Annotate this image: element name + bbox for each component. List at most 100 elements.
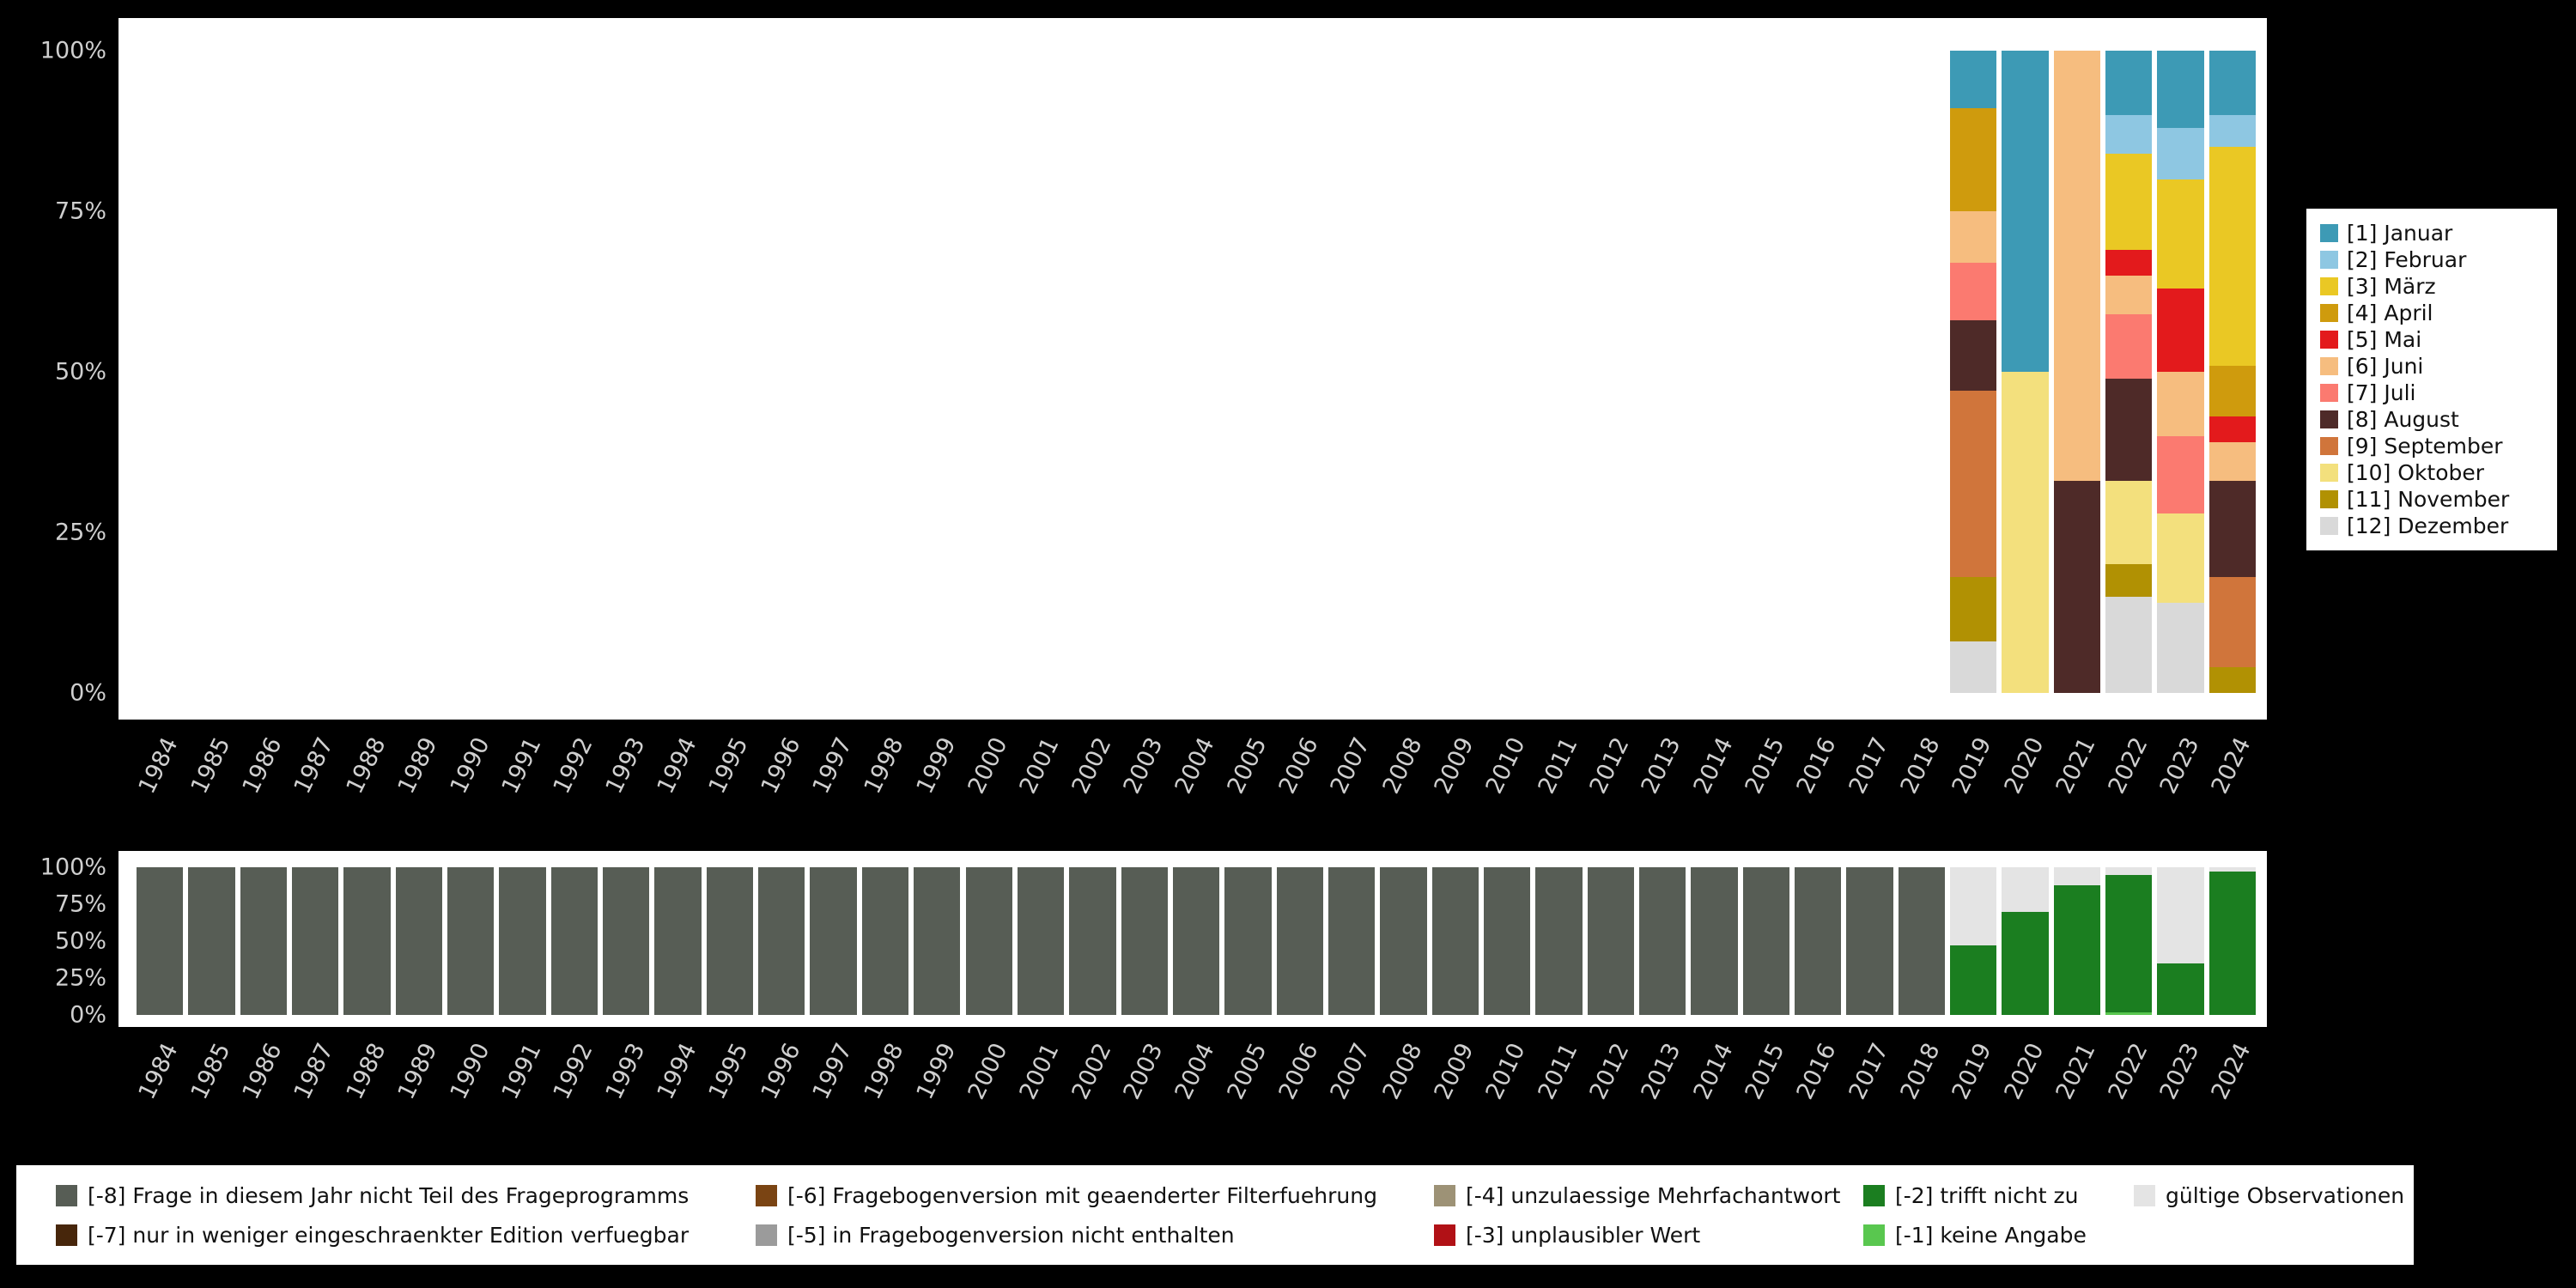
legend-item: [6] Juni bbox=[2320, 354, 2543, 379]
bar-segment bbox=[1950, 391, 1997, 578]
bar-1987 bbox=[289, 51, 341, 693]
x-tick-label: 1984 bbox=[134, 733, 185, 799]
y-tick-label: 0% bbox=[70, 679, 106, 707]
legend-label: [2] Februar bbox=[2347, 247, 2467, 272]
x-tick-1993: 1993 bbox=[600, 726, 652, 838]
stacked-bar bbox=[1691, 51, 1737, 693]
bar-segment bbox=[137, 867, 184, 1015]
bar-1985 bbox=[185, 867, 237, 1015]
x-tick-label: 2000 bbox=[963, 733, 1013, 799]
legend-label: gültige Observationen bbox=[2166, 1182, 2405, 1208]
bar-segment bbox=[2053, 51, 2101, 482]
x-tick-label: 1986 bbox=[237, 1039, 288, 1104]
bar-2023 bbox=[2154, 867, 2206, 1015]
x-tick-label: 2024 bbox=[2206, 1039, 2257, 1104]
stacked-bar bbox=[1432, 51, 1479, 693]
bar-segment bbox=[550, 867, 598, 1015]
bar-2021 bbox=[2051, 51, 2103, 693]
legend-item: [7] Juli bbox=[2320, 380, 2543, 405]
bar-2008 bbox=[1377, 867, 1429, 1015]
bar-1989 bbox=[393, 51, 445, 693]
bar-2015 bbox=[1741, 51, 1792, 693]
x-tick-label: 2001 bbox=[1014, 1039, 1065, 1104]
bar-segment bbox=[1587, 867, 1634, 1015]
bar-segment bbox=[1795, 867, 1842, 1015]
bar-segment bbox=[2053, 481, 2101, 693]
stacked-bar bbox=[1795, 867, 1842, 1015]
x-tick-1992: 1992 bbox=[549, 726, 600, 838]
stacked-bar bbox=[810, 867, 857, 1015]
bar-2020 bbox=[1999, 51, 2050, 693]
bar-segment bbox=[2157, 127, 2204, 179]
bar-2003 bbox=[1119, 51, 1170, 693]
x-tick-1993: 1993 bbox=[600, 1032, 652, 1144]
stacked-bar bbox=[2053, 51, 2101, 693]
bar-2018 bbox=[1896, 867, 1947, 1015]
x-tick-label: 1989 bbox=[392, 733, 443, 799]
bar-2024 bbox=[2207, 867, 2258, 1015]
bar-segment bbox=[2105, 313, 2153, 379]
x-tick-label: 2014 bbox=[1688, 1039, 1739, 1104]
x-tick-label: 2016 bbox=[1792, 733, 1843, 799]
x-tick-label: 2023 bbox=[2154, 733, 2205, 799]
bar-segment bbox=[2157, 179, 2204, 289]
x-tick-label: 2012 bbox=[1584, 1039, 1635, 1104]
stacked-bar bbox=[1431, 867, 1479, 1015]
legend-swatch bbox=[2320, 331, 2338, 349]
bar-segment bbox=[2208, 365, 2257, 417]
legend-item: [9] September bbox=[2320, 434, 2543, 459]
x-tick-2017: 2017 bbox=[1844, 726, 1895, 838]
x-tick-label: 1996 bbox=[756, 1039, 806, 1104]
x-tick-2005: 2005 bbox=[1222, 1032, 1273, 1144]
x-tick-1998: 1998 bbox=[860, 1032, 911, 1144]
legend-item: [-3] unplausibler Wert bbox=[1434, 1223, 1863, 1248]
legend-swatch bbox=[1434, 1224, 1455, 1246]
stacked-bar bbox=[1483, 867, 1531, 1015]
x-tick-label: 1990 bbox=[445, 733, 495, 799]
stacked-bar bbox=[861, 867, 909, 1015]
y-tick-label: 0% bbox=[70, 1001, 106, 1029]
stacked-bar bbox=[2053, 867, 2101, 1015]
x-tick-1990: 1990 bbox=[445, 726, 496, 838]
x-tick-2013: 2013 bbox=[1637, 1032, 1688, 1144]
x-tick-2020: 2020 bbox=[1999, 726, 2050, 838]
x-tick-label: 2024 bbox=[2206, 733, 2257, 799]
stacked-bar bbox=[654, 51, 701, 693]
stacked-bar bbox=[292, 867, 339, 1015]
bar-segment bbox=[2157, 963, 2204, 1015]
x-tick-label: 1999 bbox=[911, 733, 962, 799]
y-tick-label: 100% bbox=[39, 37, 106, 64]
x-tick-label: 2006 bbox=[1273, 1039, 1324, 1104]
bar-segment bbox=[2208, 481, 2257, 578]
stacked-bar bbox=[1069, 51, 1115, 693]
bar-segment bbox=[1950, 262, 1997, 321]
x-tick-label: 2013 bbox=[1637, 1039, 1687, 1104]
legend-item: [-2] trifft nicht zu bbox=[1863, 1183, 2134, 1208]
bar-segment bbox=[2105, 51, 2153, 115]
bar-segment bbox=[1431, 867, 1479, 1015]
bar-1986 bbox=[238, 867, 289, 1015]
bar-segment bbox=[2002, 51, 2049, 372]
stacked-bar bbox=[2208, 51, 2257, 693]
legend-label: [5] Mai bbox=[2347, 327, 2422, 352]
stacked-bar bbox=[343, 867, 391, 1015]
legend-label: [-7] nur in weniger eingeschraenkter Edi… bbox=[88, 1222, 690, 1248]
stacked-bar bbox=[1121, 867, 1168, 1015]
bar-2017 bbox=[1844, 51, 1895, 693]
legend-swatch bbox=[1434, 1184, 1455, 1206]
bar-2000 bbox=[963, 51, 1015, 693]
legend-item: [1] Januar bbox=[2320, 221, 2543, 246]
bar-2010 bbox=[1481, 867, 1533, 1015]
x-tick-2024: 2024 bbox=[2207, 1032, 2258, 1144]
x-tick-2009: 2009 bbox=[1430, 1032, 1481, 1144]
bar-1999 bbox=[911, 867, 963, 1015]
bar-1994 bbox=[652, 867, 703, 1015]
bar-segment bbox=[499, 867, 546, 1015]
bar-segment bbox=[2002, 372, 2049, 693]
x-tick-label: 1994 bbox=[652, 1039, 702, 1104]
bar-segment bbox=[2208, 114, 2257, 148]
bar-segment bbox=[343, 867, 391, 1015]
stacked-bar bbox=[862, 51, 908, 693]
x-tick-label: 2006 bbox=[1273, 733, 1324, 799]
